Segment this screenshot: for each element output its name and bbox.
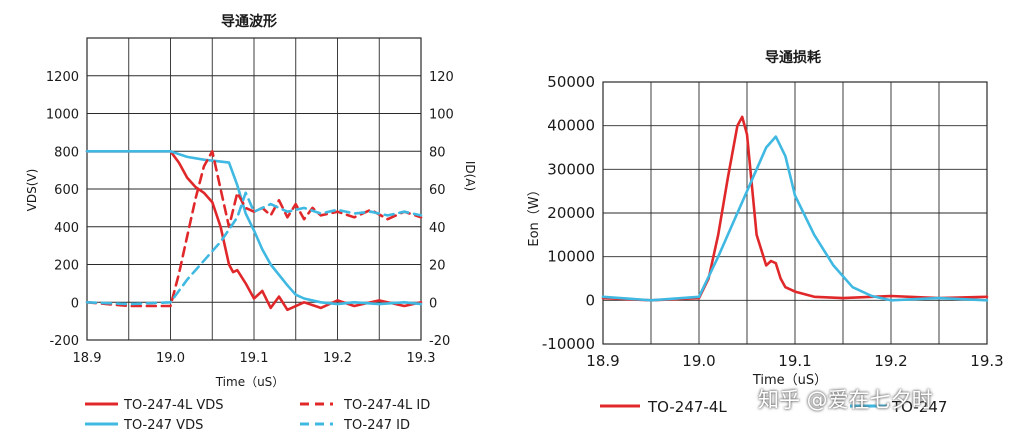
chart2-ylabel: Eon（W） [527,183,542,246]
chart2-gridlines [603,82,987,344]
y-tick-label: 40000 [547,117,595,135]
x-tick-label: 18.9 [586,352,619,370]
y-tick-label: 20000 [547,204,595,222]
y-tick-label: 600 [54,183,79,198]
y-tick-label: 0 [71,296,79,311]
chart1-y-ticks: -200 0 200 400 600 800 1000 1200 [46,70,79,349]
x-tick-label: 19.3 [970,352,1003,370]
y-tick-label: 1000 [46,108,79,123]
chart2-x-ticks: 18.9 19.0 19.1 19.2 19.3 [586,352,1003,370]
legend-label-247-4l-id: TO-247-4L ID [343,398,430,413]
legend-label-247: TO-247 [891,398,947,416]
chart1-xlabel: Time（uS） [215,375,285,389]
legend-label-247-4l: TO-247-4L [647,398,727,416]
y-tick-label: 200 [54,259,79,274]
legend-label-247-4l-vds: TO-247-4L VDS [123,398,224,413]
y2-tick-label: 0 [429,296,437,311]
legend-label-247-vds: TO-247 VDS [123,418,203,433]
x-tick-label: 18.9 [73,351,102,366]
y2-tick-label: 40 [429,221,446,236]
x-tick-label: 19.2 [874,352,907,370]
chart2-plot-frame [602,81,988,345]
watermark-text: 知乎 @爱在七夕时 [758,388,933,412]
y2-tick-label: -20 [429,334,450,349]
chart1-series [85,150,423,312]
x-tick-label: 19.1 [778,352,811,370]
chart1-title: 导通波形 [221,13,277,30]
chart1-gridlines [87,38,421,340]
y-tick-label: 50000 [547,73,595,91]
y-tick-label: -200 [49,334,79,349]
x-tick-label: 19.3 [407,351,436,366]
y2-tick-label: 100 [429,108,454,123]
chart2-xlabel: Time（uS） [752,373,827,388]
chart1-y2label: ID(A) [463,161,477,191]
y-tick-label: 0 [585,291,595,309]
x-tick-label: 19.2 [323,351,352,366]
x-tick-label: 19.0 [682,352,715,370]
y-tick-label: 10000 [547,248,595,266]
chart2-title: 导通损耗 [765,49,821,66]
chart1-y2-ticks: -20 0 20 40 60 80 100 120 [429,70,454,349]
y-tick-label: 1200 [46,70,79,85]
y2-tick-label: 120 [429,70,454,85]
x-tick-label: 19.0 [156,351,185,366]
series-line-to-247-4l-vds [85,150,423,312]
series-line-to-247-4l [601,115,989,302]
x-tick-label: 19.1 [240,351,269,366]
series-line-to-247-id [85,191,423,306]
legend-label-247-id: TO-247 ID [343,418,410,433]
y-tick-label: 30000 [547,160,595,178]
y-tick-label: 800 [54,145,79,160]
chart-turn-on-loss: 导通损耗 -10000 0 10000 20000 30000 40000 50000 18… [527,49,1004,416]
y2-tick-label: 60 [429,183,446,198]
chart1-x-ticks: 18.9 19.0 19.1 19.2 19.3 [73,351,436,366]
chart2-legend: TO-247-4L TO-247 [600,398,947,416]
y2-tick-label: 20 [429,259,446,274]
chart1-plot-frame [86,37,422,341]
chart2-series [601,115,989,302]
series-line-to-247 [601,135,989,302]
y-tick-label: 400 [54,221,79,236]
y2-tick-label: 80 [429,145,446,160]
chart2-y-ticks: -10000 0 10000 20000 30000 40000 50000 [542,73,595,353]
y-tick-label: -10000 [542,335,595,353]
chart1-legend: TO-247-4L VDS TO-247 VDS TO-247-4L ID TO… [85,398,430,433]
chart1-ylabel: VDS(V) [25,169,39,212]
